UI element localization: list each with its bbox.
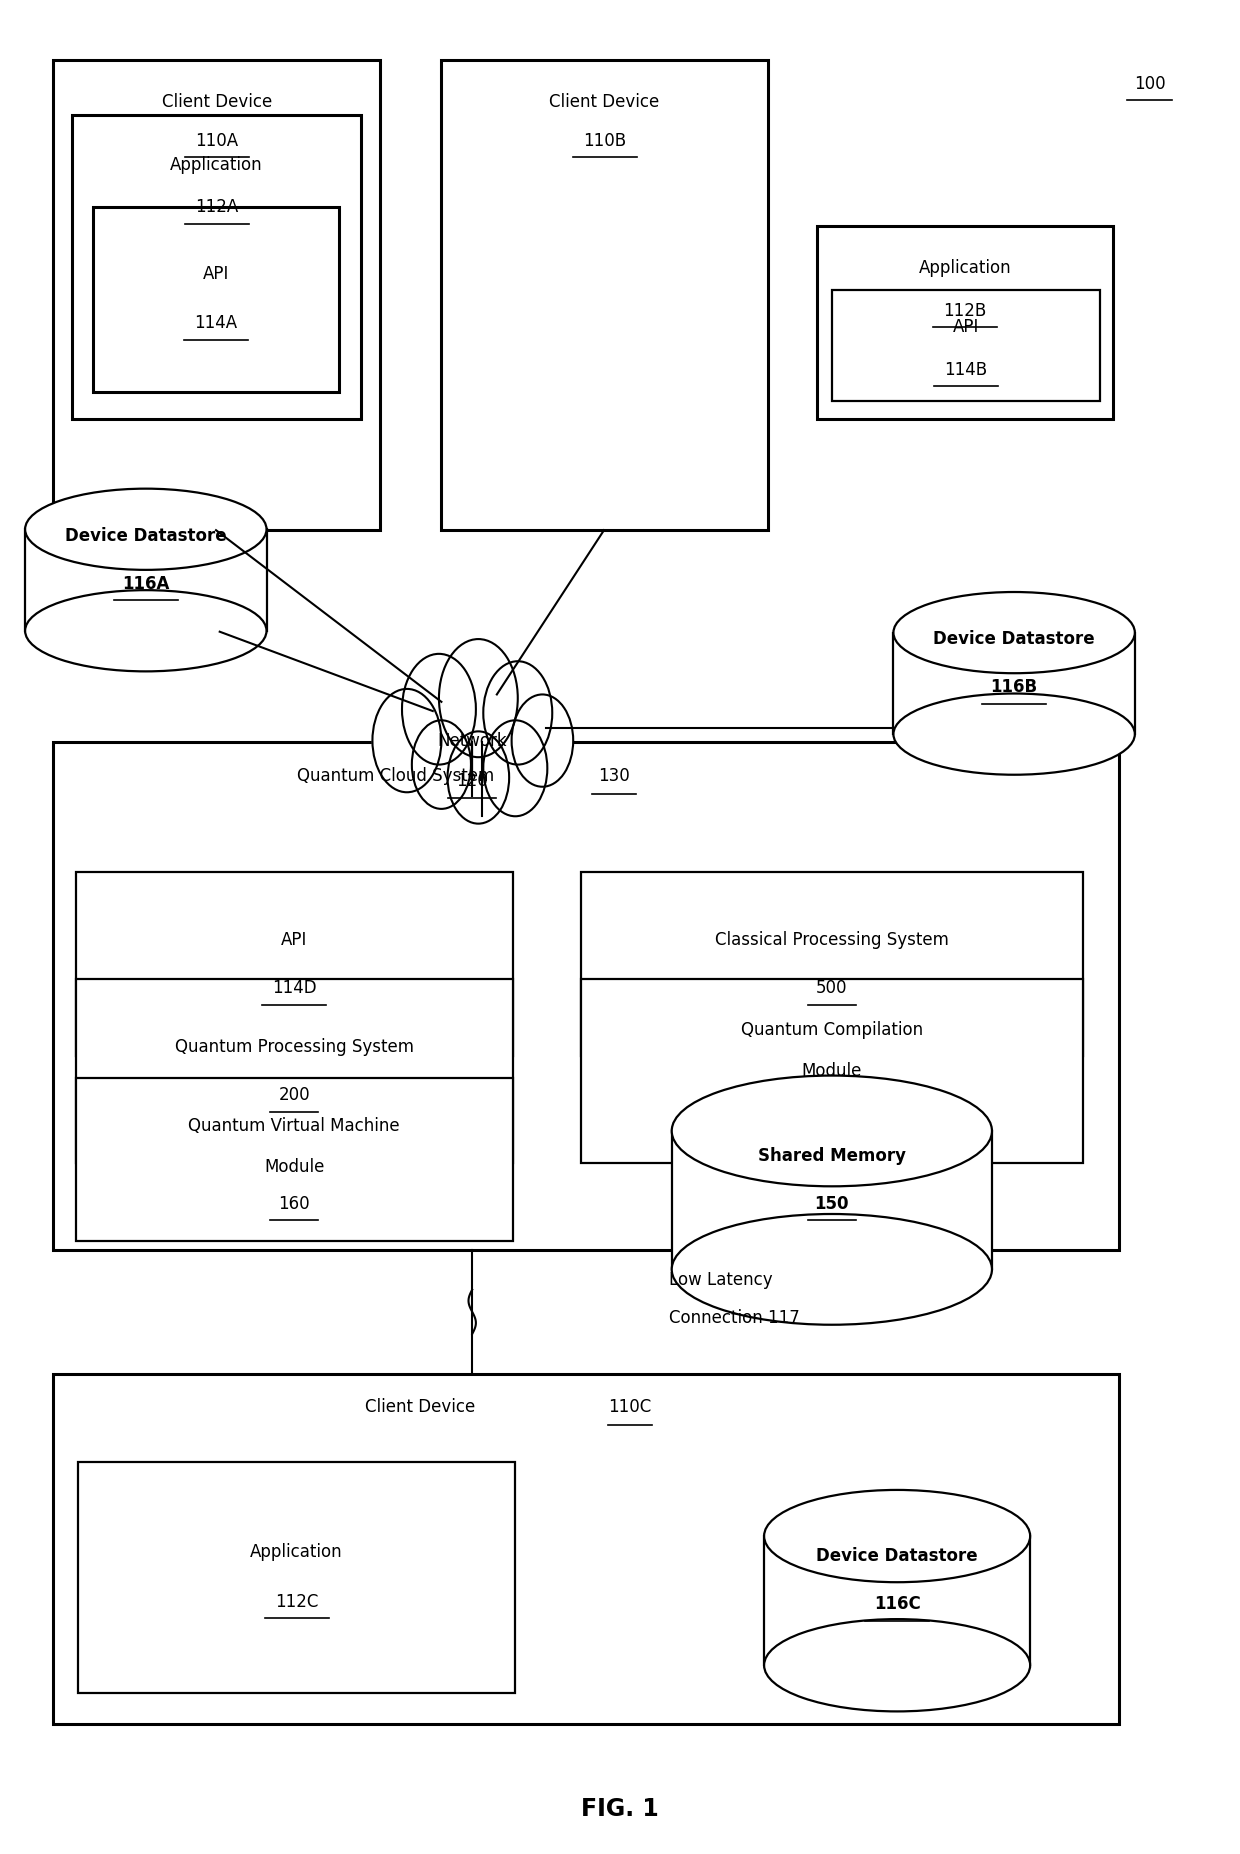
Ellipse shape — [764, 1491, 1030, 1581]
Text: 116A: 116A — [122, 575, 170, 593]
Bar — [53, 1374, 1118, 1724]
Text: 114A: 114A — [195, 315, 238, 332]
Text: Classical Processing System: Classical Processing System — [715, 931, 949, 949]
Bar — [580, 871, 1083, 1057]
Text: Quantum Virtual Machine: Quantum Virtual Machine — [188, 1118, 401, 1135]
Bar — [672, 1131, 992, 1270]
Circle shape — [512, 695, 573, 786]
Circle shape — [439, 640, 518, 756]
Bar — [832, 291, 1100, 400]
Circle shape — [484, 721, 547, 816]
Text: API: API — [281, 931, 308, 949]
Text: 110B: 110B — [583, 132, 626, 150]
Text: 500: 500 — [816, 979, 848, 997]
Circle shape — [484, 662, 552, 764]
Bar — [53, 742, 1118, 1250]
Bar — [76, 871, 513, 1057]
Text: 112A: 112A — [195, 198, 238, 217]
Text: Quantum Cloud System: Quantum Cloud System — [298, 768, 500, 784]
Text: Application: Application — [170, 156, 263, 174]
Text: 116C: 116C — [874, 1594, 920, 1613]
Bar — [72, 115, 361, 419]
Text: Connection 117: Connection 117 — [670, 1309, 800, 1327]
Bar — [76, 979, 513, 1162]
Bar — [764, 1537, 1030, 1665]
Text: 100: 100 — [1133, 74, 1166, 93]
Text: 116B: 116B — [991, 679, 1038, 695]
Text: 112C: 112C — [275, 1593, 319, 1611]
Text: 110A: 110A — [195, 132, 238, 150]
Text: Network: Network — [438, 732, 507, 749]
Text: 114B: 114B — [945, 362, 988, 378]
Text: 160: 160 — [279, 1194, 310, 1213]
Bar — [580, 979, 1083, 1162]
Text: 200: 200 — [279, 1086, 310, 1103]
Text: 150: 150 — [815, 1194, 849, 1213]
Bar — [441, 59, 768, 530]
Ellipse shape — [764, 1619, 1030, 1711]
Circle shape — [412, 721, 471, 808]
Text: Client Device: Client Device — [161, 93, 272, 111]
Text: Client Device: Client Device — [549, 93, 660, 111]
Bar — [76, 1079, 513, 1240]
Circle shape — [448, 730, 510, 823]
Text: Device Datastore: Device Datastore — [64, 527, 227, 545]
Text: Shared Memory: Shared Memory — [758, 1148, 906, 1164]
Text: 300: 300 — [816, 1099, 848, 1116]
Bar — [78, 1463, 516, 1693]
Bar — [25, 528, 267, 630]
Text: API: API — [952, 319, 980, 336]
Text: 110C: 110C — [609, 1398, 651, 1416]
Text: 120: 120 — [456, 773, 489, 790]
Ellipse shape — [672, 1214, 992, 1326]
Text: 112B: 112B — [944, 302, 987, 319]
Text: API: API — [203, 265, 229, 282]
Text: Quantum Compilation: Quantum Compilation — [740, 1022, 923, 1040]
Circle shape — [402, 654, 476, 764]
Text: Client Device: Client Device — [366, 1398, 481, 1416]
Circle shape — [372, 690, 441, 792]
Text: Application: Application — [250, 1543, 343, 1561]
Text: Quantum Processing System: Quantum Processing System — [175, 1038, 414, 1057]
Bar — [894, 632, 1135, 734]
Bar — [53, 59, 379, 530]
Ellipse shape — [672, 1075, 992, 1187]
Bar — [817, 226, 1112, 419]
Ellipse shape — [894, 693, 1135, 775]
Text: Device Datastore: Device Datastore — [934, 630, 1095, 649]
Text: Application: Application — [919, 260, 1011, 276]
Ellipse shape — [25, 489, 267, 569]
Ellipse shape — [25, 590, 267, 671]
Text: Module: Module — [801, 1062, 862, 1081]
Ellipse shape — [894, 591, 1135, 673]
Text: FIG. 1: FIG. 1 — [582, 1797, 658, 1821]
Text: 114D: 114D — [272, 979, 316, 997]
Text: Device Datastore: Device Datastore — [816, 1548, 978, 1565]
Text: 130: 130 — [598, 768, 630, 784]
Text: Low Latency: Low Latency — [670, 1270, 773, 1289]
Bar — [93, 208, 340, 391]
Text: Module: Module — [264, 1159, 325, 1175]
